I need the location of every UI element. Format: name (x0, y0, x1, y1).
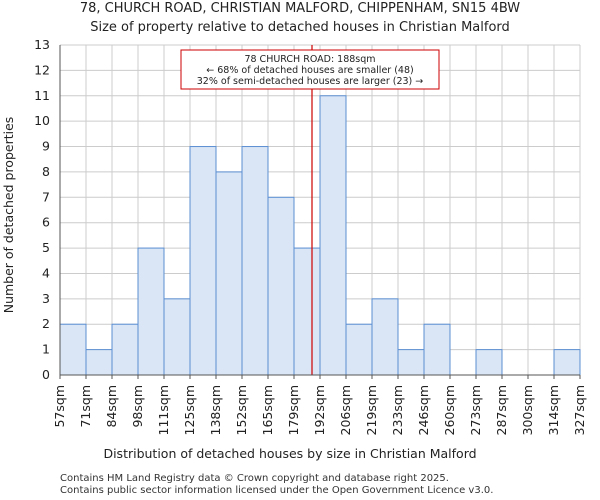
bar-219sqm (371, 298, 399, 376)
x-tick-label: 233sqm (390, 385, 405, 435)
x-tick-label: 179sqm (286, 385, 301, 435)
x-tick-label: 314sqm (546, 385, 561, 435)
x-tick-label: 138sqm (208, 385, 223, 435)
bar-84sqm (111, 323, 139, 376)
annotation-box: 78 CHURCH ROAD: 188sqm ← 68% of detached… (180, 49, 440, 90)
x-tick-label: 327sqm (572, 385, 587, 435)
x-tick-label: 260sqm (442, 385, 457, 435)
y-tick-label: 3 (42, 291, 50, 306)
bar-57sqm (59, 323, 87, 376)
y-tick-label: 11 (34, 88, 50, 103)
footer-line-2: Contains public sector information licen… (60, 485, 493, 496)
x-tick-label: 192sqm (312, 385, 327, 435)
y-tick-label: 7 (42, 189, 50, 204)
bar-138sqm (215, 171, 243, 376)
bar-314sqm (553, 349, 581, 376)
annotation-line-3: 32% of semi-detached houses are larger (… (197, 76, 424, 87)
x-tick-label: 98sqm (130, 385, 145, 428)
x-tick-label: 111sqm (156, 385, 171, 435)
y-tick-label: 6 (42, 215, 50, 230)
x-tick-labels: 57sqm 71sqm 84sqm 98sqm 111sqm 125sqm 138sqm 15… (52, 385, 587, 435)
y-tick-label: 9 (42, 139, 50, 154)
y-tick-label: 1 (42, 342, 50, 357)
x-tick-label: 273sqm (468, 385, 483, 435)
chart-subtitle: Size of property relative to detached ho… (90, 20, 510, 35)
bar-111sqm (163, 298, 191, 376)
x-tick-label: 219sqm (364, 385, 379, 435)
y-tick-label: 8 (42, 164, 50, 179)
x-tick-label: 300sqm (520, 385, 535, 435)
footer-line-1: Contains HM Land Registry data © Crown c… (60, 473, 449, 484)
bar-206sqm (345, 323, 373, 376)
bar-179sqm (293, 247, 321, 376)
bar-152sqm (241, 146, 269, 376)
bar-246sqm (423, 323, 451, 376)
bar-125sqm (189, 146, 217, 376)
y-tick-label: 10 (34, 113, 50, 128)
bar-233sqm (397, 349, 425, 376)
bar-192sqm (319, 95, 347, 376)
x-tick-label: 152sqm (234, 385, 249, 435)
y-tick-label: 5 (42, 240, 50, 255)
bars (59, 95, 581, 376)
annotation-box-frame (180, 49, 440, 90)
y-tick-label: 12 (34, 62, 50, 77)
y-axis-label: Number of detached properties (1, 117, 16, 314)
x-tick-label: 287sqm (494, 385, 509, 435)
bar-71sqm (85, 349, 113, 376)
x-tick-label: 165sqm (260, 385, 275, 435)
axes (59, 45, 581, 379)
x-tick-label: 84sqm (104, 385, 119, 428)
y-tick-label: 0 (42, 367, 50, 382)
x-tick-label: 125sqm (182, 385, 197, 435)
chart-title: 78, CHURCH ROAD, CHRISTIAN MALFORD, CHIP… (80, 1, 520, 16)
annotation-line-2: ← 68% of detached houses are smaller (48… (206, 65, 413, 76)
x-axis-label: Distribution of detached houses by size … (103, 446, 476, 461)
x-tick-label: 206sqm (338, 385, 353, 435)
bar-98sqm (137, 247, 165, 376)
x-tick-label: 57sqm (52, 385, 67, 428)
x-tick-label: 246sqm (416, 385, 431, 435)
y-tick-label: 13 (34, 37, 50, 52)
bar-273sqm (475, 349, 503, 376)
x-tick-label: 71sqm (78, 385, 93, 428)
y-tick-label: 4 (42, 265, 50, 280)
annotation-line-1: 78 CHURCH ROAD: 188sqm (244, 54, 375, 65)
y-tick-label: 2 (42, 316, 50, 331)
bar-165sqm (267, 196, 295, 376)
